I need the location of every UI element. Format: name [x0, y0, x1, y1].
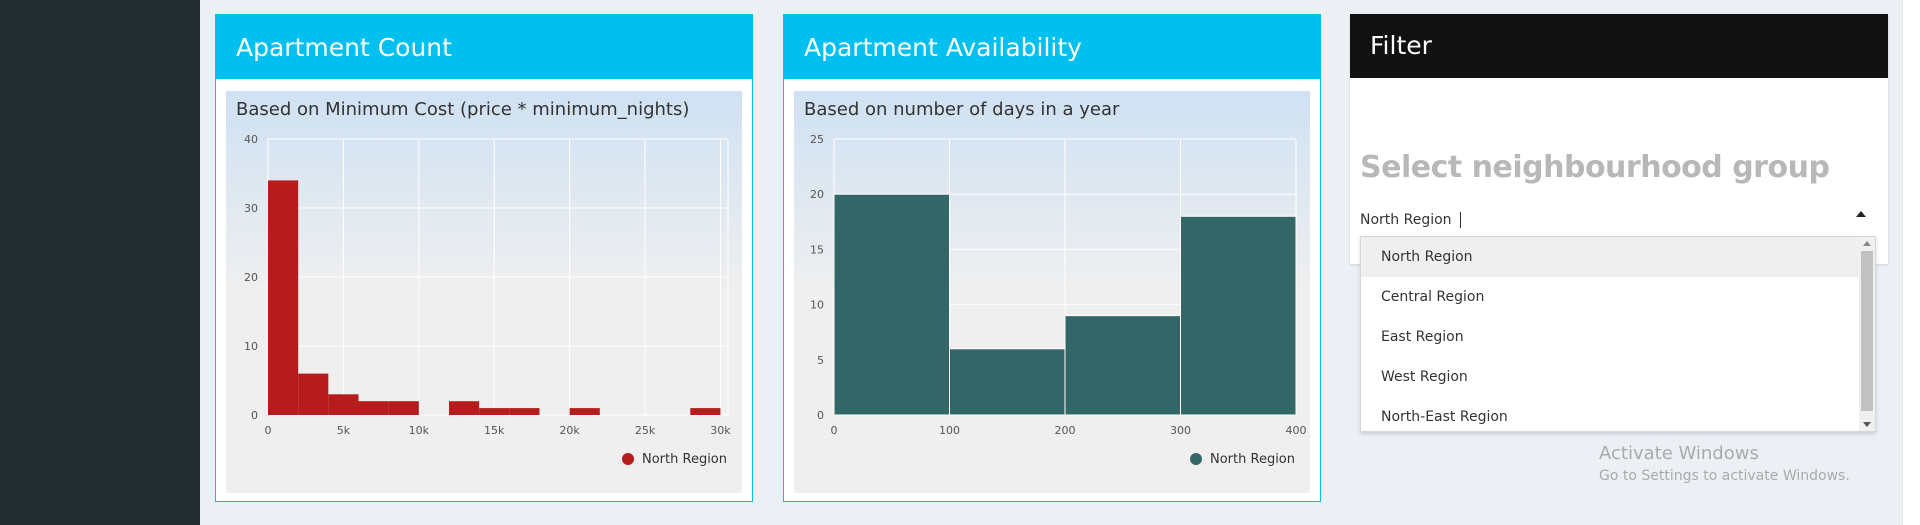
option-north-east-region[interactable]: North-East Region	[1381, 409, 1508, 425]
histogram-bar[interactable]	[509, 408, 540, 415]
histogram-bar[interactable]	[690, 408, 721, 415]
histogram-bar[interactable]	[448, 401, 480, 415]
y-tick-label: 25	[810, 133, 824, 146]
sidebar	[0, 0, 200, 525]
y-tick-label: 30	[244, 202, 258, 215]
x-tick-label: 300	[1170, 424, 1191, 437]
neighbourhood-dropdown: North Region Central Region East Region …	[1360, 236, 1876, 432]
histogram-bar[interactable]	[1180, 215, 1297, 416]
histogram-bar[interactable]	[949, 348, 1066, 416]
x-tick-label: 20k	[559, 424, 580, 437]
neighbourhood-select[interactable]: North Region	[1360, 202, 1880, 234]
filter-label: Select neighbourhood group	[1360, 150, 1830, 185]
x-tick-label: 200	[1055, 424, 1076, 437]
y-tick-label: 5	[817, 354, 824, 367]
filter-title: Filter	[1350, 14, 1888, 78]
histogram-bar[interactable]	[358, 401, 389, 415]
option-central-region[interactable]: Central Region	[1381, 289, 1485, 305]
chart-title: Based on number of days in a year	[804, 99, 1120, 120]
apartment-count-svg: Based on Minimum Cost (price * minimum_n…	[226, 91, 742, 493]
legend-label[interactable]: North Region	[642, 452, 727, 467]
histogram-bar[interactable]	[298, 373, 329, 415]
y-tick-label: 40	[244, 133, 258, 146]
text-cursor	[1459, 212, 1461, 228]
apartment-availability-svg: Based on number of days in a year 0 5 10 15 2…	[794, 91, 1310, 493]
dropdown-scrollbar[interactable]	[1859, 237, 1875, 431]
y-tick-label: 10	[244, 340, 258, 353]
apartment-availability-chart: Based on number of days in a year 0 5 10 15 2…	[794, 91, 1310, 493]
filter-box: Filter Select neighbourhood group North …	[1350, 14, 1888, 264]
option-east-region[interactable]: East Region	[1381, 329, 1464, 345]
x-tick-label: 5k	[337, 424, 351, 437]
x-tick-label: 0	[265, 424, 272, 437]
apartment-availability-title: Apartment Availability	[784, 15, 1320, 79]
y-tick-label: 10	[810, 299, 824, 312]
legend-label[interactable]: North Region	[1210, 452, 1295, 467]
y-tick-label: 20	[244, 271, 258, 284]
y-tick-label: 20	[810, 188, 824, 201]
histogram-bar[interactable]	[1064, 315, 1181, 416]
x-tick-label: 0	[831, 424, 838, 437]
x-tick-label: 10k	[409, 424, 430, 437]
page-scrollbar[interactable]	[1902, 0, 1920, 525]
histogram-bar[interactable]	[388, 401, 419, 415]
chart-background	[226, 91, 742, 493]
scroll-up-icon[interactable]	[1863, 241, 1871, 246]
histogram-bar[interactable]	[833, 193, 950, 416]
apartment-count-chart: Based on Minimum Cost (price * minimum_n…	[226, 91, 742, 493]
y-tick-label: 0	[251, 409, 258, 422]
histogram-bar[interactable]	[569, 408, 600, 415]
scrollbar-thumb[interactable]	[1861, 251, 1873, 411]
histogram-bar[interactable]	[328, 394, 359, 415]
x-tick-label: 30k	[710, 424, 731, 437]
histogram-bar[interactable]	[268, 180, 299, 415]
legend-marker[interactable]	[1190, 453, 1202, 465]
chart-title: Based on Minimum Cost (price * minimum_n…	[236, 99, 689, 120]
x-tick-label: 100	[939, 424, 960, 437]
selected-value: North Region	[1360, 212, 1452, 228]
apartment-count-box: Apartment Count Based on Minimum Cost (p…	[215, 14, 753, 502]
watermark-title: Activate Windows	[1599, 443, 1759, 464]
x-tick-label: 400	[1286, 424, 1307, 437]
caret-up-icon[interactable]	[1856, 211, 1866, 217]
activate-windows-watermark: Activate Windows Go to Settings to activ…	[1599, 443, 1850, 484]
y-tick-label: 0	[817, 409, 824, 422]
scroll-down-icon[interactable]	[1863, 422, 1871, 427]
histogram-bar[interactable]	[479, 408, 510, 415]
apartment-availability-box: Apartment Availability Based on number o…	[783, 14, 1321, 502]
option-west-region[interactable]: West Region	[1381, 369, 1468, 385]
y-tick-label: 15	[810, 243, 824, 256]
x-tick-label: 25k	[635, 424, 656, 437]
x-tick-label: 15k	[484, 424, 505, 437]
legend-marker[interactable]	[622, 453, 634, 465]
option-north-region[interactable]: North Region	[1361, 237, 1861, 277]
watermark-subtitle: Go to Settings to activate Windows.	[1599, 468, 1850, 484]
apartment-count-title: Apartment Count	[216, 15, 752, 79]
